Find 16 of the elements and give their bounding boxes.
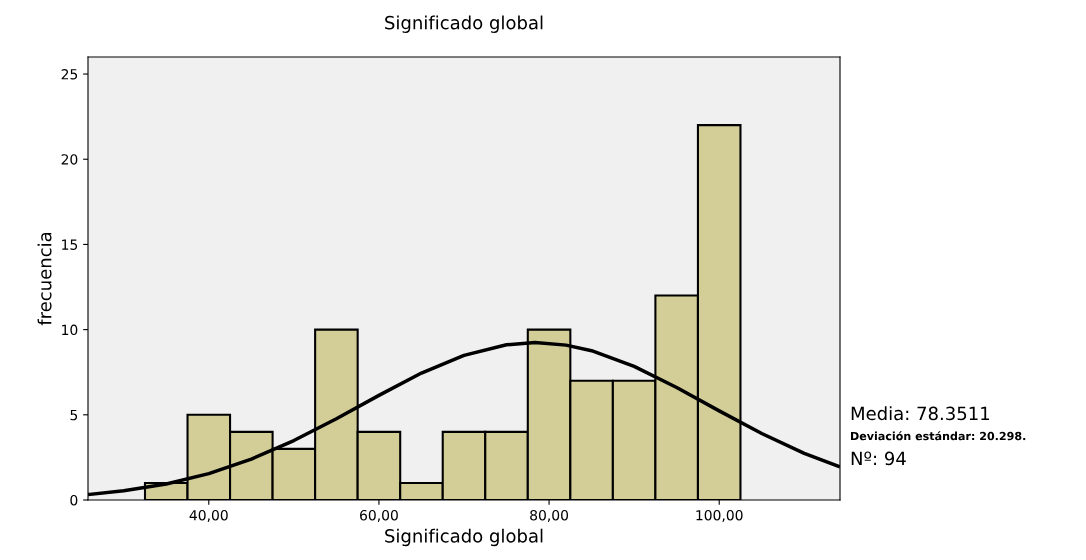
x-tick-label: 60,00: [360, 509, 398, 522]
x-axis-title: Significado global: [385, 528, 543, 547]
y-tick-label: 20: [61, 154, 78, 165]
text: Media: 78.3511: [851, 406, 990, 421]
y-tick-label: 5: [70, 409, 78, 421]
y-tick-label: 10: [62, 324, 78, 336]
y-tick-label: 25: [61, 69, 78, 80]
text: Deviación estándar: 20.298.: [851, 431, 1026, 441]
x-tick-label: 80,00: [530, 509, 569, 522]
x-tick-label: 100,00: [696, 509, 743, 522]
y-tick-label: 15: [62, 239, 78, 250]
chart-title: Significado global: [385, 15, 543, 33]
x-tick-label: 40,00: [189, 509, 228, 522]
y-axis-title: frecuencia: [37, 232, 52, 326]
text: Nº: 94: [851, 451, 906, 466]
y-tick-label: 0: [70, 494, 78, 506]
